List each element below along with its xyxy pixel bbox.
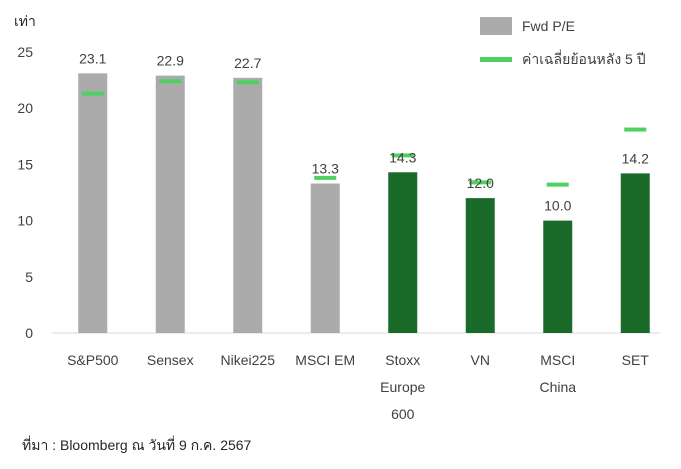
average-markers xyxy=(81,79,647,187)
y-tick-label: 10 xyxy=(17,213,33,229)
data-labels: 23.1 22.9 22.7 13.3 14.3 12.0 10.0 14.2 xyxy=(79,50,649,213)
average-marker xyxy=(546,182,569,187)
bar xyxy=(310,183,340,333)
data-label: 10.0 xyxy=(544,198,571,214)
x-tick-label: Sensex xyxy=(147,352,194,368)
source-note: ที่มา : Bloomberg ณ วันที่ 9 ก.ค. 2567 xyxy=(22,437,252,453)
legend-label-5yr-average: ค่าเฉลี่ยย้อนหลัง 5 ปี xyxy=(522,50,646,67)
average-marker xyxy=(391,153,414,158)
chart: เท่า 0 5 10 15 20 25 23.1 22.9 22.7 13.3 14.3 12.0… xyxy=(14,13,660,422)
x-tick-label: SET xyxy=(622,352,650,368)
legend-swatch-fwd-pe xyxy=(480,17,512,35)
bar xyxy=(233,77,263,334)
data-label: 22.9 xyxy=(157,53,184,69)
bar xyxy=(620,173,650,333)
data-label: 23.1 xyxy=(79,50,106,66)
legend-label-fwd-pe: Fwd P/E xyxy=(522,18,575,34)
x-tick-label: S&P500 xyxy=(67,352,119,368)
x-tick-label: Nikei225 xyxy=(221,352,276,368)
x-tick-label: China xyxy=(539,379,576,395)
data-label: 12.0 xyxy=(467,175,494,191)
y-tick-label: 25 xyxy=(17,44,33,60)
bar xyxy=(78,73,108,333)
average-marker xyxy=(81,91,104,96)
legend: Fwd P/E ค่าเฉลี่ยย้อนหลัง 5 ปี xyxy=(480,17,646,67)
data-label: 14.3 xyxy=(389,149,416,165)
bar xyxy=(155,75,185,333)
bar xyxy=(388,172,418,333)
x-tick-label: MSCI xyxy=(540,352,575,368)
x-tick-label: Stoxx xyxy=(385,352,420,368)
x-tick-label: VN xyxy=(471,352,490,368)
data-label: 14.2 xyxy=(622,150,649,166)
y-tick-label: 15 xyxy=(17,156,33,172)
average-marker xyxy=(159,79,182,84)
x-tick-label: 600 xyxy=(391,406,415,422)
average-marker xyxy=(314,175,337,180)
y-tick-label: 20 xyxy=(17,100,33,116)
y-axis-label: เท่า xyxy=(14,13,36,29)
average-marker xyxy=(236,80,259,85)
y-tick-label: 0 xyxy=(25,325,33,341)
bar xyxy=(543,220,573,333)
x-tick-label: Europe xyxy=(380,379,425,395)
bars xyxy=(78,73,650,334)
x-axis-labels: S&P500 Sensex Nikei225 MSCI EM Stoxx Europe 60… xyxy=(67,352,649,422)
y-tick-label: 5 xyxy=(25,269,33,285)
average-marker xyxy=(624,127,647,132)
bar xyxy=(465,198,495,333)
data-label: 13.3 xyxy=(312,161,339,177)
average-marker xyxy=(469,180,492,185)
data-label: 22.7 xyxy=(234,55,261,71)
x-tick-label: MSCI EM xyxy=(295,352,355,368)
legend-swatch-5yr-average xyxy=(480,57,512,62)
y-axis-ticks: 0 5 10 15 20 25 xyxy=(17,44,33,341)
